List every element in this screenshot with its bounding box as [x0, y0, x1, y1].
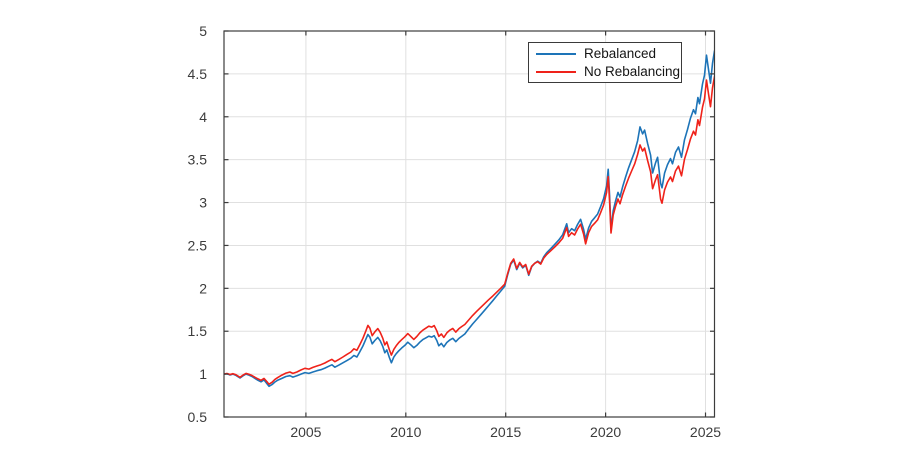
legend-line-swatch-rebalanced	[536, 52, 576, 55]
y-tick-label: 1.5	[188, 323, 208, 339]
y-tick-label: 0.5	[188, 409, 208, 425]
y-tick-label: 4	[199, 109, 207, 125]
y-tick-label: 3.5	[188, 152, 208, 168]
plot-series	[224, 50, 715, 388]
x-tick-label: 2020	[590, 424, 621, 440]
y-tick-label: 2.5	[188, 237, 208, 253]
axes-border	[223, 30, 716, 418]
y-tick-label: 2	[199, 280, 207, 296]
y-tick-label: 4.5	[188, 66, 208, 82]
y-tick-label: 5	[199, 23, 207, 39]
series-line-rebalanced	[224, 50, 715, 388]
tick-labels: 2005 2010 2015 2020 2025 0.5 1 1.5 2 2.5 3 3.5 4 4.5 5	[188, 23, 722, 440]
legend-entry-rebalanced: Rebalanced	[536, 46, 681, 62]
x-tick-label: 2015	[490, 424, 521, 440]
grid-lines	[224, 31, 715, 417]
legend-label-rebalanced: Rebalanced	[584, 45, 657, 61]
x-tick-label: 2005	[290, 424, 321, 440]
series-line-no-rebalancing	[224, 75, 715, 386]
legend: Rebalanced No Rebalancing	[528, 42, 682, 83]
y-tick-label: 3	[199, 195, 207, 211]
x-tick-label: 2010	[390, 424, 421, 440]
legend-line-swatch-no-rebalancing	[536, 70, 576, 73]
legend-label-no-rebalancing: No Rebalancing	[584, 63, 681, 79]
legend-entry-no-rebalancing: No Rebalancing	[536, 64, 681, 80]
tick-marks	[224, 30, 715, 418]
x-tick-label: 2025	[690, 424, 721, 440]
y-tick-label: 1	[199, 366, 207, 382]
